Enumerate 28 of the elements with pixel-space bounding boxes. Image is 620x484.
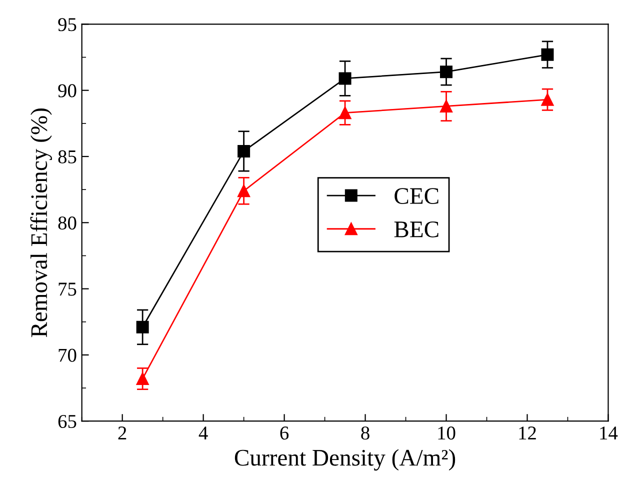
- point: [338, 106, 352, 120]
- point: [338, 72, 352, 85]
- point: [541, 93, 554, 106]
- point: [136, 320, 149, 334]
- y-tick-label: 75: [58, 282, 76, 296]
- y-tick-label: 95: [58, 18, 76, 32]
- legend-label: CEC: [394, 188, 438, 204]
- y-axis-title: Removal Efficiency (%): [30, 108, 52, 338]
- y-tick-label: 85: [58, 150, 76, 164]
- x-tick-label: 14: [600, 426, 618, 440]
- point: [440, 100, 453, 112]
- y-tick-label: 80: [58, 216, 76, 230]
- x-tick-label: 10: [438, 426, 456, 440]
- x-tick-label: 4: [198, 426, 208, 440]
- point: [541, 48, 554, 61]
- point: [440, 66, 453, 78]
- y-tick-label: 90: [58, 84, 76, 98]
- y-tick-label: 70: [58, 348, 76, 362]
- x-tick-label: 12: [519, 426, 536, 440]
- point: [136, 372, 149, 385]
- x-tick-label: 6: [280, 426, 289, 440]
- point: [238, 144, 250, 158]
- x-tick-label: 8: [361, 426, 370, 440]
- legend-label: BEC: [394, 222, 438, 238]
- x-axis-title: Current Density (A/m²): [234, 449, 456, 471]
- point: [238, 184, 250, 198]
- y-tick-label: 65: [58, 414, 76, 428]
- x-tick-label: 2: [118, 426, 126, 440]
